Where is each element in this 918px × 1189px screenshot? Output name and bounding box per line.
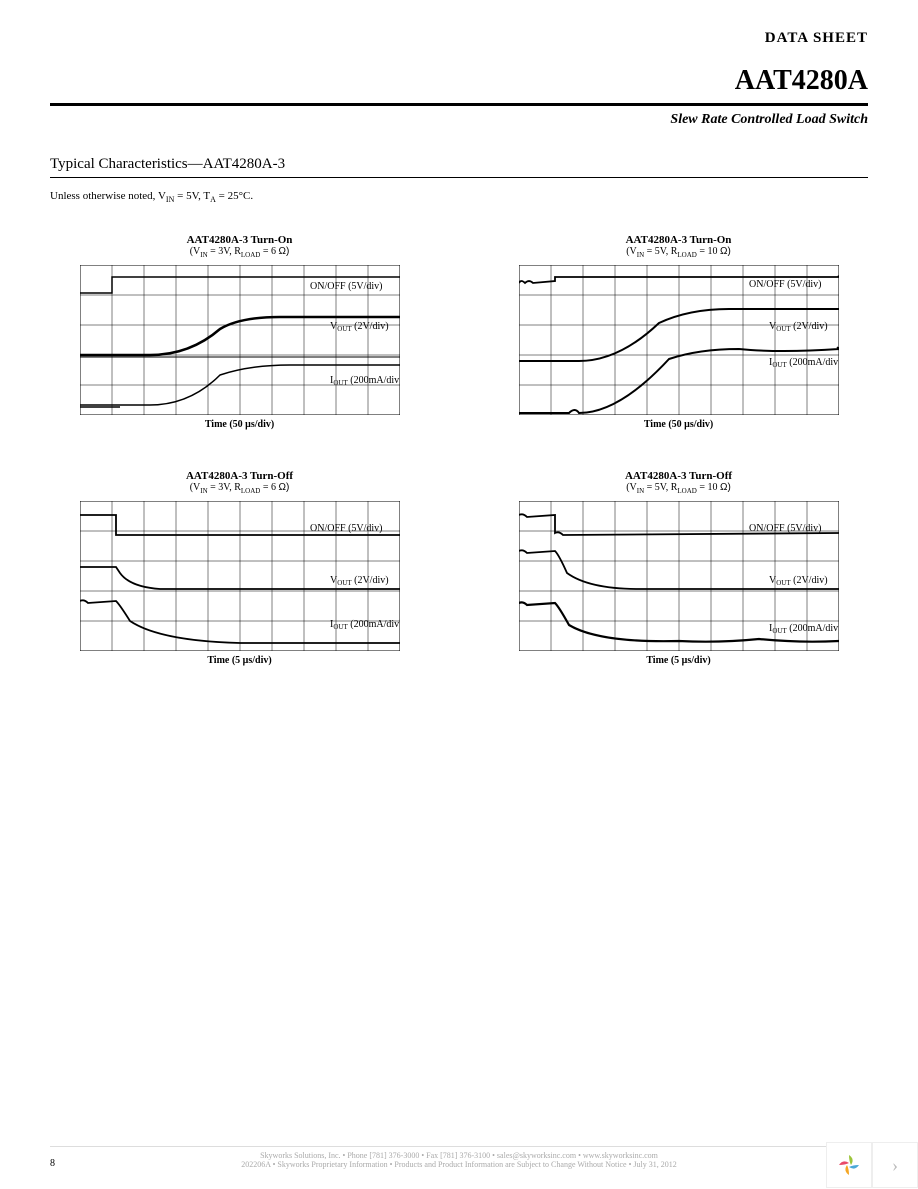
conditions-text: Unless otherwise noted, VIN = 5V, TA = 2… — [50, 190, 868, 204]
header: DATA SHEET AAT4280A — [50, 30, 868, 97]
logo-icon[interactable] — [826, 1142, 872, 1188]
svg-text:IOUT (200mA/div): IOUT (200mA/div) — [330, 375, 400, 387]
svg-text:VOUT (2V/div): VOUT (2V/div) — [769, 575, 828, 587]
chart-subtitle: (VIN = 5V, RLOAD = 10 Ω) — [489, 482, 868, 495]
footer-line1: Skyworks Solutions, Inc. • Phone [781] 3… — [50, 1151, 868, 1160]
charts-grid: AAT4280A-3 Turn-On(VIN = 3V, RLOAD = 6 Ω… — [50, 234, 868, 666]
chart-title: AAT4280A-3 Turn-On — [50, 234, 429, 246]
part-number: AAT4280A — [50, 65, 868, 97]
chart: AAT4280A-3 Turn-On(VIN = 5V, RLOAD = 10 … — [489, 234, 868, 430]
subtitle: Slew Rate Controlled Load Switch — [50, 112, 868, 128]
oscilloscope-plot: ON/OFF (5V/div) VOUT (2V/div) IOUT (200mA/… — [80, 265, 400, 415]
divider-thick — [50, 103, 868, 106]
chart-subtitle: (VIN = 5V, RLOAD = 10 Ω) — [489, 246, 868, 259]
cond-suffix: = 25°C. — [216, 190, 253, 202]
chart-xaxis: Time (5 μs/div) — [50, 655, 429, 666]
chart-title: AAT4280A-3 Turn-Off — [489, 470, 868, 482]
svg-text:IOUT (200mA/div): IOUT (200mA/div) — [769, 623, 839, 635]
chart-xaxis: Time (5 μs/div) — [489, 655, 868, 666]
chart: AAT4280A-3 Turn-On(VIN = 3V, RLOAD = 6 Ω… — [50, 234, 429, 430]
footer: Skyworks Solutions, Inc. • Phone [781] 3… — [50, 1146, 868, 1169]
chart-title: AAT4280A-3 Turn-On — [489, 234, 868, 246]
section-title: Typical Characteristics—AAT4280A-3 — [50, 156, 868, 173]
chart: AAT4280A-3 Turn-Off(VIN = 3V, RLOAD = 6 … — [50, 470, 429, 666]
footer-line2: 202206A • Skyworks Proprietary Informati… — [50, 1160, 868, 1169]
cond-mid: = 5V, T — [174, 190, 210, 202]
corner-controls: › — [826, 1142, 918, 1188]
chart-subtitle: (VIN = 3V, RLOAD = 6 Ω) — [50, 246, 429, 259]
chart-xaxis: Time (50 μs/div) — [489, 419, 868, 430]
svg-text:VOUT (2V/div): VOUT (2V/div) — [330, 321, 389, 333]
chart: AAT4280A-3 Turn-Off(VIN = 5V, RLOAD = 10… — [489, 470, 868, 666]
page: DATA SHEET AAT4280A Slew Rate Controlled… — [0, 0, 918, 1189]
svg-text:ON/OFF (5V/div): ON/OFF (5V/div) — [749, 523, 822, 534]
svg-text:ON/OFF (5V/div): ON/OFF (5V/div) — [310, 281, 383, 292]
divider-thin — [50, 177, 868, 178]
oscilloscope-plot: ON/OFF (5V/div) VOUT (2V/div) IOUT (200mA/… — [519, 265, 839, 415]
cond-prefix: Unless otherwise noted, V — [50, 190, 166, 202]
chart-subtitle: (VIN = 3V, RLOAD = 6 Ω) — [50, 482, 429, 495]
svg-text:VOUT (2V/div): VOUT (2V/div) — [769, 321, 828, 333]
oscilloscope-plot: ON/OFF (5V/div)VOUT (2V/div)IOUT (200mA/… — [80, 501, 400, 651]
datasheet-label: DATA SHEET — [50, 30, 868, 47]
svg-text:ON/OFF (5V/div): ON/OFF (5V/div) — [310, 523, 383, 534]
svg-text:IOUT (200mA/div): IOUT (200mA/div) — [769, 357, 839, 369]
chart-xaxis: Time (50 μs/div) — [50, 419, 429, 430]
svg-text:VOUT (2V/div): VOUT (2V/div) — [330, 575, 389, 587]
page-number: 8 — [50, 1158, 55, 1169]
next-page-button[interactable]: › — [872, 1142, 918, 1188]
oscilloscope-plot: ON/OFF (5V/div) VOUT (2V/div) IOUT (200mA/… — [519, 501, 839, 651]
chart-title: AAT4280A-3 Turn-Off — [50, 470, 429, 482]
svg-text:ON/OFF (5V/div): ON/OFF (5V/div) — [749, 279, 822, 290]
